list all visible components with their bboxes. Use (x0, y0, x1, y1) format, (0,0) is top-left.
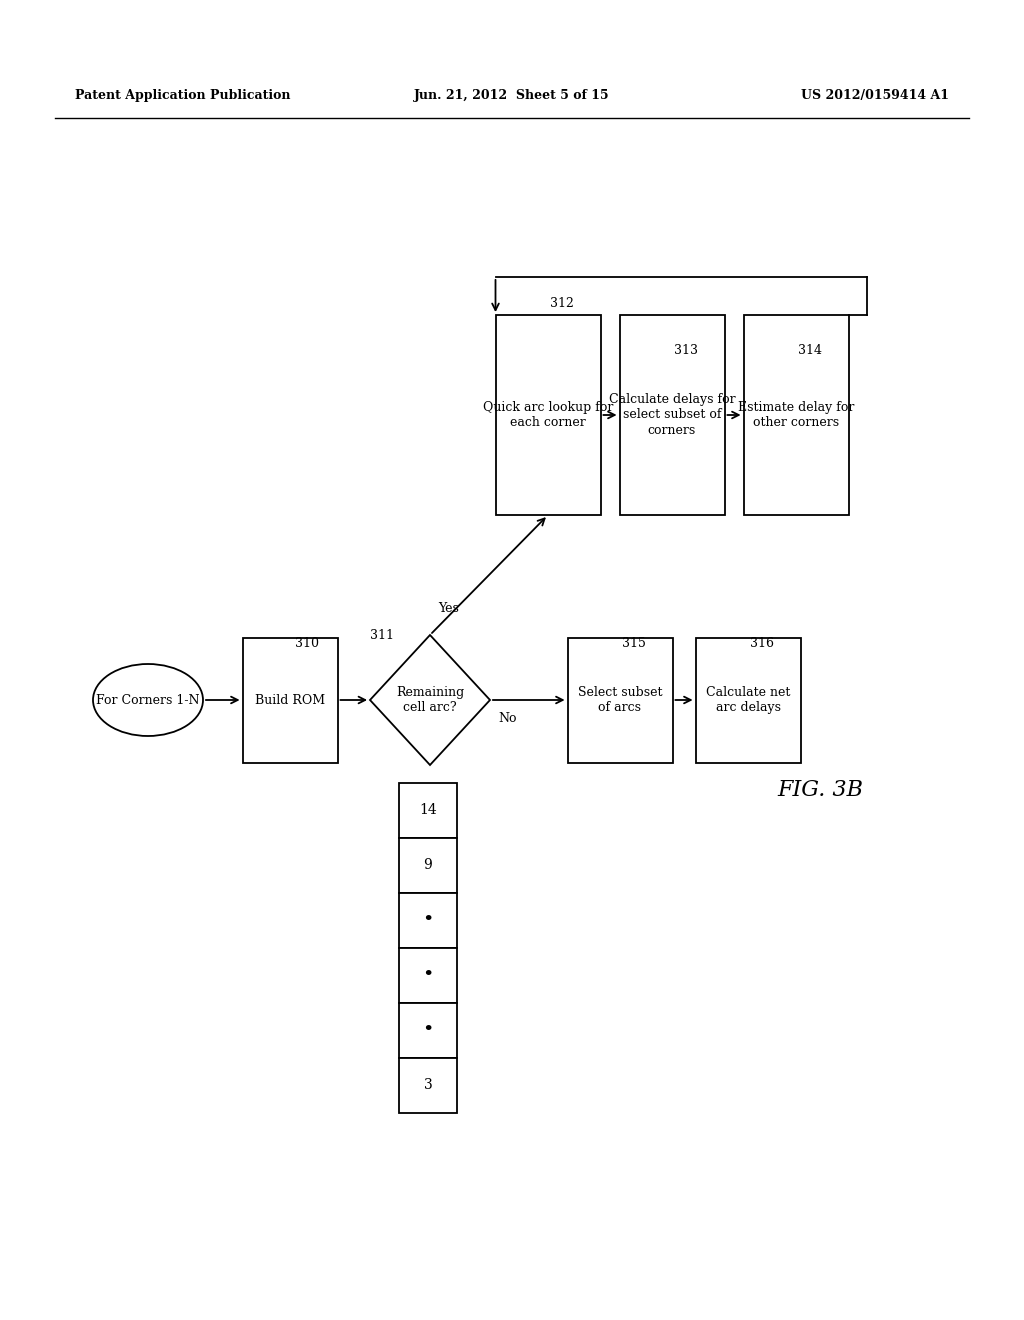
Text: 9: 9 (424, 858, 432, 873)
Bar (399, 837, 457, 892)
Text: 14: 14 (419, 803, 437, 817)
Text: Remaining
cell arc?: Remaining cell arc? (396, 686, 464, 714)
Text: 311: 311 (370, 630, 394, 642)
Text: US 2012/0159414 A1: US 2012/0159414 A1 (801, 88, 949, 102)
Text: Calculate net
arc delays: Calculate net arc delays (706, 686, 791, 714)
Text: Yes: Yes (438, 602, 459, 615)
Bar (243, 638, 338, 763)
Bar (399, 948, 457, 1002)
Text: Select subset
of arcs: Select subset of arcs (578, 686, 663, 714)
Text: No: No (498, 711, 516, 725)
Text: 312: 312 (550, 297, 573, 310)
Text: For Corners 1-N: For Corners 1-N (96, 693, 200, 706)
Text: 310: 310 (295, 638, 319, 649)
Bar (567, 638, 673, 763)
Bar (743, 315, 849, 515)
Text: Jun. 21, 2012  Sheet 5 of 15: Jun. 21, 2012 Sheet 5 of 15 (414, 88, 610, 102)
Text: •: • (422, 966, 434, 983)
Text: •: • (422, 911, 434, 929)
Text: FIG. 3B: FIG. 3B (777, 779, 863, 801)
Text: Estimate delay for
other corners: Estimate delay for other corners (738, 401, 854, 429)
Bar (695, 638, 801, 763)
Text: Build ROM: Build ROM (255, 693, 325, 706)
Text: 316: 316 (750, 638, 774, 649)
Ellipse shape (93, 664, 203, 737)
Bar (399, 892, 457, 948)
Text: Patent Application Publication: Patent Application Publication (75, 88, 291, 102)
Bar (399, 1057, 457, 1113)
Bar (620, 315, 725, 515)
Text: 315: 315 (622, 638, 646, 649)
Text: 313: 313 (674, 345, 698, 356)
Bar (399, 783, 457, 837)
Text: •: • (422, 1020, 434, 1039)
Text: Quick arc lookup for
each corner: Quick arc lookup for each corner (482, 401, 613, 429)
Text: 314: 314 (798, 345, 822, 356)
Bar (496, 315, 600, 515)
Text: Calculate delays for
select subset of
corners: Calculate delays for select subset of co… (608, 393, 735, 437)
Polygon shape (370, 635, 490, 766)
Text: 3: 3 (424, 1078, 432, 1092)
Bar (399, 1002, 457, 1057)
